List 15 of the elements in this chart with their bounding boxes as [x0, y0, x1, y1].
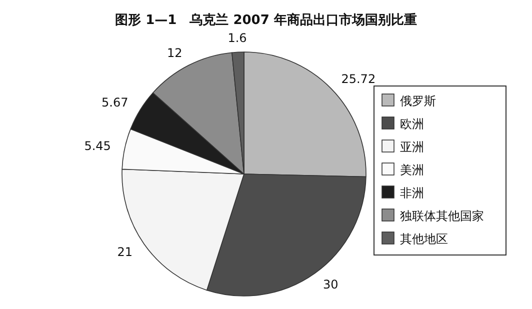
data-label: 5.67 — [102, 96, 128, 110]
chart-title: 图形 1—1 乌克兰 2007 年商品出口市场国别比重 — [115, 12, 417, 28]
legend-label: 欧洲 — [400, 117, 424, 131]
data-label: 12 — [167, 46, 182, 60]
legend-label: 非洲 — [400, 186, 424, 200]
data-label: 25.72 — [341, 72, 376, 86]
data-label: 5.45 — [84, 138, 111, 153]
legend-label: 亚洲 — [400, 140, 424, 154]
legend-label: 俄罗斯 — [400, 94, 436, 108]
legend-label: 独联体其他国家 — [400, 209, 484, 223]
data-label: 30 — [322, 278, 338, 292]
legend-label: 其他地区 — [400, 232, 448, 246]
data-label: 21 — [117, 244, 133, 259]
legend-label: 美洲 — [400, 163, 424, 177]
data-label: 1.6 — [228, 31, 247, 46]
